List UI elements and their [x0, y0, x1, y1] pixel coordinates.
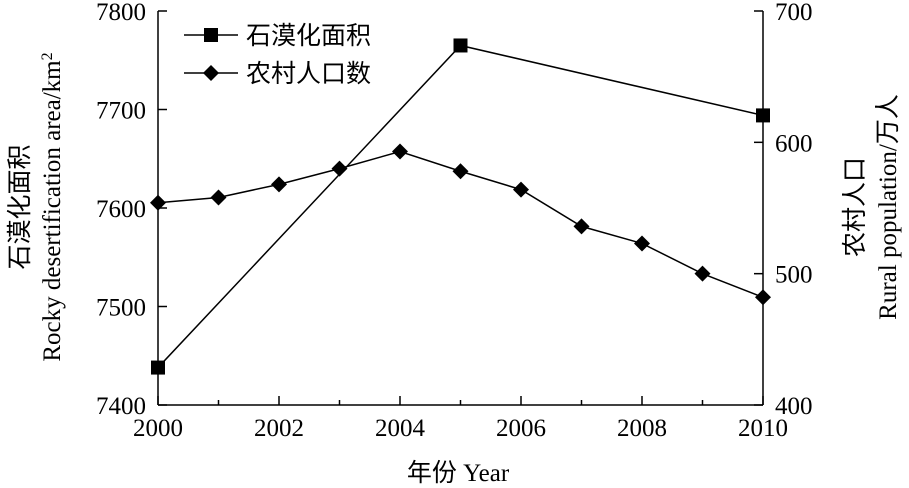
series-lines	[157, 44, 764, 369]
series-line-desertification	[157, 44, 764, 369]
legend-label: 石漠化面积	[246, 22, 371, 50]
y-right-tick-label: 400	[775, 393, 813, 420]
y-left-axis-title: 石漠化面积 Rocky desertification area/km2	[6, 52, 66, 361]
y-left-tick-label: 7400	[96, 393, 146, 420]
y-right-tick-label: 600	[775, 130, 813, 157]
data-point-population	[573, 218, 590, 235]
data-point-population	[755, 289, 771, 306]
data-point-population	[150, 194, 166, 211]
x-tick-label: 2004	[375, 415, 426, 442]
data-point-population	[271, 176, 287, 193]
y-left-tick-label: 7500	[96, 295, 146, 322]
y-right-axis-title-cn: 农村人口	[841, 157, 869, 257]
x-tick-label: 2010	[738, 415, 788, 442]
x-tick-label: 2008	[617, 415, 667, 442]
y-right-axis-title-en: Rural population/万人	[875, 94, 902, 320]
y-left-axis-title-cn: 石漠化面积	[6, 144, 34, 269]
data-point-desertification	[453, 38, 468, 53]
data-point-population	[331, 160, 348, 177]
data-point-population	[452, 163, 469, 180]
series-markers	[150, 38, 771, 375]
y-left-axis-title-en: Rocky desertification area/km2	[39, 52, 67, 361]
x-tick-label: 2002	[254, 415, 304, 442]
legend-diamond-marker	[203, 65, 219, 81]
data-point-desertification	[151, 360, 165, 375]
y-left-tick-label: 7600	[96, 196, 146, 223]
legend-square-marker	[204, 28, 218, 42]
legend-label: 农村人口数	[246, 60, 371, 88]
y-right-tick-label: 500	[775, 262, 813, 289]
data-point-population	[513, 181, 529, 198]
x-tick-label: 2000	[133, 415, 183, 442]
y-right-tick-label: 700	[775, 0, 813, 26]
y-left-tick-label: 7700	[96, 98, 146, 125]
y-right-axis-title: 农村人口 Rural population/万人	[841, 94, 902, 320]
x-tick-label: 2006	[496, 415, 546, 442]
data-point-desertification	[756, 108, 770, 123]
ticks: 2000 2002 2004 2006 2008 2010 7400 7500 7600 7700…	[96, 0, 813, 442]
data-point-population	[210, 189, 227, 206]
data-point-population	[392, 143, 408, 160]
y-left-tick-label: 7800	[96, 0, 146, 26]
x-axis-title: 年份 Year	[407, 459, 510, 487]
data-point-population	[634, 235, 650, 252]
data-point-population	[694, 265, 711, 282]
